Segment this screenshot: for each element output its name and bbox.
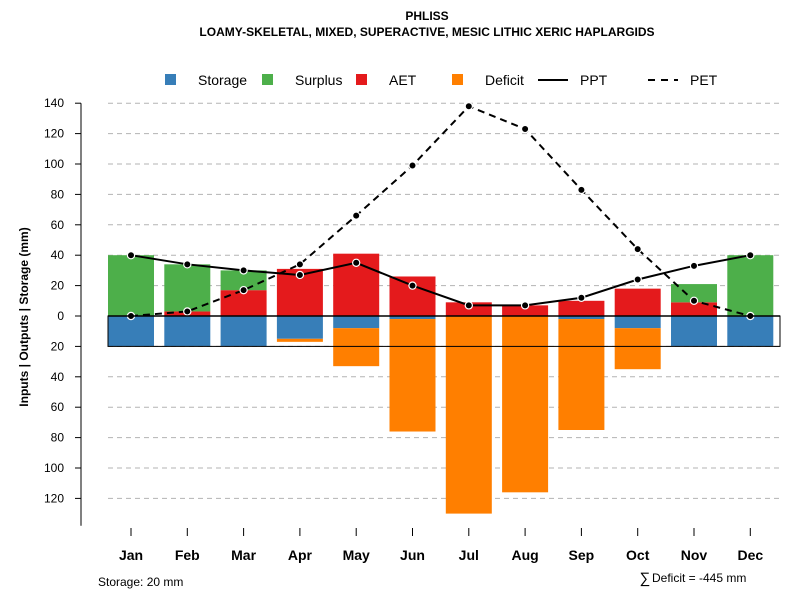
legend-label-deficit: Deficit [485,72,524,88]
x-tick-label-jul: Jul [459,547,479,563]
legend-label-pet: PET [690,72,718,88]
chart-subtitle: LOAMY-SKELETAL, MIXED, SUPERACTIVE, MESI… [199,25,654,39]
pet-point-feb [183,307,192,316]
y-tick-label: 100 [44,157,64,171]
y-tick-label: 80 [51,431,65,445]
legend-swatch-deficit [452,74,463,85]
storage-bar-apr [276,316,323,339]
surplus-bar-nov [671,284,717,303]
x-tick-label-apr: Apr [288,547,313,563]
y-tick-label: 20 [51,279,65,293]
y-tick-label: 60 [51,218,65,232]
deficit-bar-jul [445,316,492,514]
y-tick-label: 100 [44,461,64,475]
legend-swatch-surplus [262,74,273,85]
surplus-bar-mar [220,270,267,291]
ppt-point-jul [464,301,473,310]
y-tick-label: 80 [51,187,65,201]
storage-bar-mar [220,316,267,347]
deficit-bar-oct [614,328,661,370]
ppt-point-feb [183,260,192,269]
ppt-point-sep [577,293,586,302]
storage-bar-dec [727,316,774,347]
axes: 0 20 40 60 80 100 120 140 20 40 60 80 100 120 Jan Feb Ma… [44,96,781,563]
x-tick-label-dec: Dec [737,547,763,563]
deficit-bar-sep [558,319,605,430]
ppt-point-apr [295,270,305,280]
deficit-bar-may [333,328,380,367]
pet-point-mar [239,285,248,295]
deficit-note: Deficit = -445 mm [652,571,746,585]
y-axis-label: Inputs | Outputs | Storage (mm) [17,227,31,406]
pet-point-may [352,211,361,220]
legend-label-aet: AET [389,72,417,88]
surplus-bar-jan [108,255,154,316]
aet-bar-oct [614,288,661,316]
deficit-bar-jun [389,319,436,432]
pet-point-oct [633,244,642,254]
pet-point-jun [408,161,417,170]
pet-point-aug [520,124,530,134]
aet-bar-mar [220,290,267,316]
storage-bar-may [333,316,380,329]
legend-label-ppt: PPT [580,72,608,88]
x-tick-label-aug: Aug [511,547,538,563]
y-tick-label: 0 [57,309,64,323]
ppt-point-nov [689,261,699,271]
x-tick-label-may: May [343,547,370,563]
x-tick-label-mar: Mar [231,547,256,563]
sum-symbol-icon: ∑ [640,570,651,587]
storage-bar-feb [164,316,211,347]
y-tick-label: 60 [51,400,65,414]
x-tick-label-oct: Oct [626,547,650,563]
ppt-point-may [352,258,361,267]
aet-bar-nov [671,302,717,316]
legend-swatch-aet [356,74,367,85]
ppt-point-aug [520,301,530,310]
pet-point-apr [295,260,305,269]
legend-label-storage: Storage [198,72,247,88]
x-tick-label-jan: Jan [119,547,143,563]
surplus-bar-feb [164,264,211,312]
storage-bar-jun [389,316,436,320]
y-tick-label: 120 [44,491,64,505]
bars [108,253,774,514]
chart-title: PHLISS [405,9,448,23]
legend-label-surplus: Surplus [295,72,342,88]
surplus-bar-dec [727,255,774,316]
y-tick-label: 120 [44,127,64,141]
legend: Storage Surplus AET Deficit PPT PET [165,72,718,88]
legend-swatch-storage [165,74,176,85]
storage-note: Storage: 20 mm [98,575,183,589]
x-tick-label-jun: Jun [400,547,425,563]
gridlines [108,102,780,499]
storage-bar-jan [108,316,154,347]
x-tick-label-nov: Nov [681,547,708,563]
y-tick-label: 140 [44,96,64,110]
pet-point-jul [464,102,473,111]
x-tick-label-feb: Feb [175,547,200,563]
storage-bar-nov [671,316,717,347]
pet-line [130,105,751,317]
pet-point-nov [689,296,699,305]
y-tick-label: 40 [51,370,65,384]
ppt-point-dec [746,250,755,260]
aet-bar-sep [558,300,605,316]
y-tick-label: 20 [51,339,65,353]
ppt-point-mar [239,266,248,275]
series-lines [126,102,755,321]
deficit-bar-aug [502,316,549,493]
ppt-point-jun [408,281,417,290]
aet-bar-aug [502,305,549,316]
y-tick-label: 40 [51,248,65,262]
ppt-point-jan [126,250,136,260]
ppt-point-oct [633,275,642,284]
deficit-bar-apr [276,338,323,342]
ppt-line [130,254,751,307]
storage-bar-sep [558,316,605,320]
storage-bar-oct [614,316,661,329]
x-tick-label-sep: Sep [569,547,595,563]
pet-point-sep [577,185,586,195]
